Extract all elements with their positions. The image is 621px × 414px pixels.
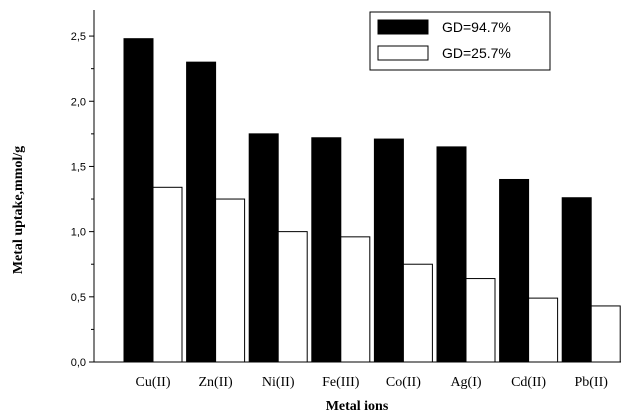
bar-series-1-5 [436, 146, 467, 363]
y-tick-label: 0,5 [71, 292, 86, 304]
x-category-label: Co(II) [386, 375, 421, 390]
y-tick-label: 1,0 [71, 227, 86, 239]
bars-group [123, 38, 621, 363]
x-category-label: Zn(II) [198, 375, 233, 390]
bar-series-2-2 [277, 231, 308, 363]
x-categories-group: Cu(II) Zn(II) Ni(II) Fe(III) Co(II) Ag(I) Cd(I… [136, 375, 609, 390]
bar-series-1-7 [561, 197, 592, 363]
y-ticks-group: 0,0 0,5 1,0 1,5 2,0 2,5 [71, 31, 94, 369]
y-tick-label: 0,0 [71, 357, 86, 369]
x-category-label: Ag(I) [450, 375, 481, 390]
x-category-label: Fe(III) [322, 375, 360, 390]
bar-series-2-4 [402, 263, 433, 363]
legend-swatch-series-1 [377, 19, 429, 35]
bar-series-1-0 [123, 38, 154, 363]
legend-label-series-1: GD=94.7% [442, 19, 511, 35]
bar-series-2-1 [215, 198, 246, 363]
y-tick-label: 2,5 [71, 31, 86, 43]
x-category-label: Cu(II) [136, 375, 171, 390]
legend-swatch-series-2 [377, 45, 429, 61]
y-tick-label: 2,0 [71, 96, 86, 108]
bar-series-2-0 [152, 186, 183, 363]
y-tick-label: 1,5 [71, 161, 86, 173]
x-category-label: Pb(II) [574, 375, 608, 390]
x-axis-title: Metal ions [326, 399, 389, 414]
y-axis-title: Metal uptake,mmol/g [11, 146, 26, 274]
bar-series-1-3 [311, 137, 342, 363]
legend-label-series-2: GD=25.7% [442, 45, 511, 61]
bar-series-1-1 [186, 61, 217, 363]
bar-series-1-6 [499, 178, 530, 363]
bar-series-1-4 [373, 138, 404, 363]
legend: GD=94.7% GD=25.7% [369, 11, 551, 71]
bar-series-2-7 [590, 305, 621, 363]
bar-series-2-5 [465, 278, 496, 363]
x-category-label: Cd(II) [511, 375, 546, 390]
bar-series-1-2 [248, 133, 279, 363]
bar-series-2-6 [528, 297, 559, 363]
x-category-label: Ni(II) [262, 375, 295, 390]
bar-series-2-3 [340, 236, 371, 363]
